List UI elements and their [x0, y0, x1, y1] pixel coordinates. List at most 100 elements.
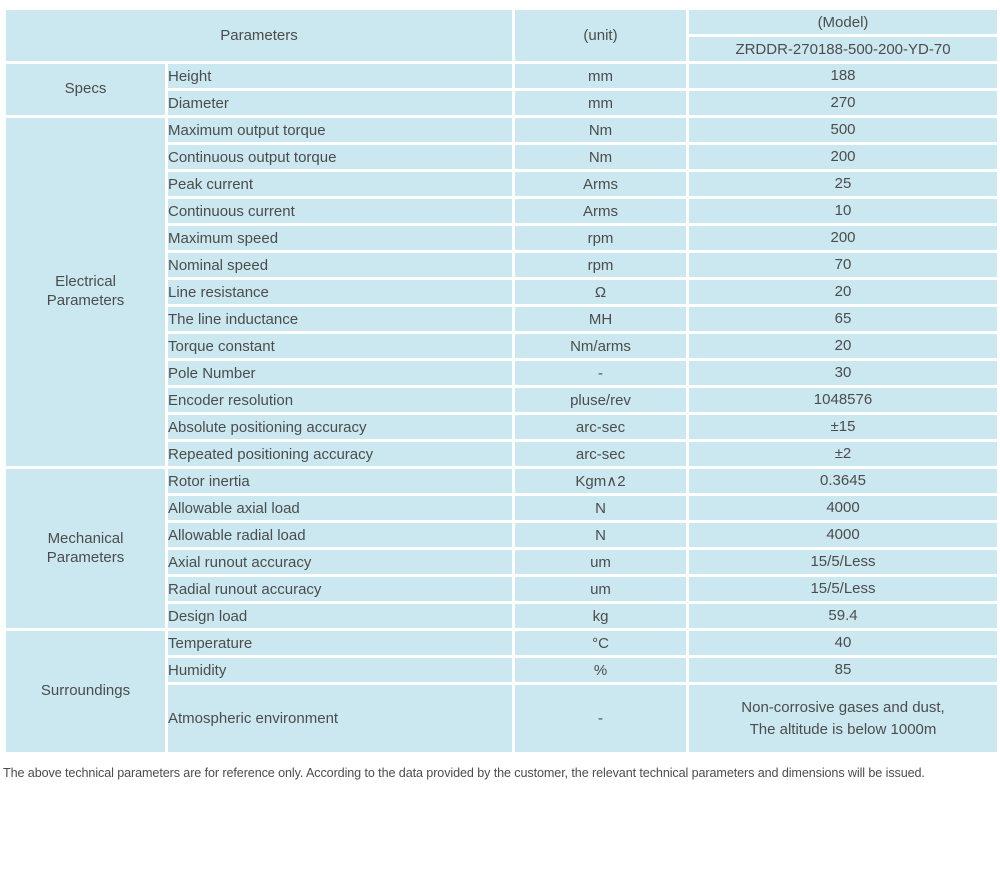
parameter-value: 59.4 [686, 601, 1000, 631]
parameter-value: 30 [686, 358, 1000, 388]
table-body: Specs Height mm 188 Diameter mm 270 Elec… [3, 61, 1000, 755]
parameter-unit: Kgm∧2 [512, 466, 689, 496]
table-row: Axial runout accuracy um 15/5/Less [5, 547, 1000, 577]
parameter-name: Allowable axial load [165, 493, 515, 523]
parameter-name: Radial runout accuracy [165, 574, 515, 604]
table-row: Absolute positioning accuracy arc-sec ±1… [5, 412, 1000, 442]
parameter-unit: °C [512, 628, 689, 658]
parameter-name: Continuous current [165, 196, 515, 226]
parameter-name: Nominal speed [165, 250, 515, 280]
section-label-mechanical: Mechanical Parameters [3, 466, 168, 631]
parameter-unit: pluse/rev [512, 385, 689, 415]
table-row: Peak current Arms 25 [5, 169, 1000, 199]
parameter-value: 188 [686, 61, 1000, 91]
parameter-name: Repeated positioning accuracy [165, 439, 515, 469]
parameter-unit: % [512, 655, 689, 685]
parameter-name: Temperature [165, 628, 515, 658]
table-row: Allowable axial load N 4000 [5, 493, 1000, 523]
parameter-value: 1048576 [686, 385, 1000, 415]
parameter-unit: Ω [512, 277, 689, 307]
parameter-name: Encoder resolution [165, 385, 515, 415]
parameter-name: Line resistance [165, 277, 515, 307]
model-header: (Model) [686, 7, 1000, 37]
parameter-name: Atmospheric environment [165, 682, 515, 755]
parameter-unit: Arms [512, 196, 689, 226]
parameter-value: 40 [686, 628, 1000, 658]
header-row-1: Parameters (unit) (Model) [3, 7, 1000, 64]
table-row: Encoder resolution pluse/rev 1048576 [5, 385, 1000, 415]
table-row: Design load kg 59.4 [5, 601, 1000, 631]
table-row: Humidity % 85 [5, 655, 1000, 685]
parameter-unit: arc-sec [512, 412, 689, 442]
parameter-value: 15/5/Less [686, 547, 1000, 577]
section-label-specs: Specs [3, 61, 168, 118]
parameter-unit: Nm/arms [512, 331, 689, 361]
parameter-value: 15/5/Less [686, 574, 1000, 604]
parameter-name: Humidity [165, 655, 515, 685]
parameter-unit: N [512, 520, 689, 550]
table-row: Surroundings Temperature °C 40 [3, 628, 1000, 755]
page: Parameters (unit) (Model) ZRDDR-270188-5… [3, 7, 1000, 780]
table-row: Electrical Parameters Maximum output tor… [3, 115, 1000, 469]
parameter-name: The line inductance [165, 304, 515, 334]
parameter-name: Torque constant [165, 331, 515, 361]
parameter-name: Design load [165, 601, 515, 631]
table-row: Atmospheric environment - Non-corrosive … [5, 682, 1000, 755]
parameter-value: 500 [686, 115, 1000, 145]
header-row-2: ZRDDR-270188-500-200-YD-70 [5, 34, 1000, 64]
unit-header: (unit) [512, 7, 689, 64]
parameter-name: Peak current [165, 169, 515, 199]
parameter-unit: kg [512, 601, 689, 631]
parameter-value: ±15 [686, 412, 1000, 442]
parameter-unit: - [512, 682, 689, 755]
parameter-name: Height [165, 61, 515, 91]
parameter-value: 20 [686, 331, 1000, 361]
table-row: Continuous current Arms 10 [5, 196, 1000, 226]
parameter-value: 20 [686, 277, 1000, 307]
section-label-surroundings: Surroundings [3, 628, 168, 755]
parameter-unit: Arms [512, 169, 689, 199]
parameter-name: Pole Number [165, 358, 515, 388]
table-row: Continuous output torque Nm 200 [5, 142, 1000, 172]
parameter-name: Maximum output torque [165, 115, 515, 145]
table-row: Pole Number - 30 [5, 358, 1000, 388]
parameter-unit: N [512, 493, 689, 523]
parameter-value: 85 [686, 655, 1000, 685]
parameter-unit: mm [512, 88, 689, 118]
parameter-unit: rpm [512, 223, 689, 253]
parameter-value: 65 [686, 304, 1000, 334]
table-row: Repeated positioning accuracy arc-sec ±2 [5, 439, 1000, 469]
model-number: ZRDDR-270188-500-200-YD-70 [686, 34, 1000, 64]
parameter-name: Maximum speed [165, 223, 515, 253]
parameter-name: Allowable radial load [165, 520, 515, 550]
parameter-name: Continuous output torque [165, 142, 515, 172]
spec-table: Parameters (unit) (Model) ZRDDR-270188-5… [3, 7, 1000, 755]
parameter-value: 200 [686, 142, 1000, 172]
parameter-unit: um [512, 574, 689, 604]
table-row: Specs Height mm 188 [3, 61, 1000, 118]
table-row: The line inductance MH 65 [5, 304, 1000, 334]
table-header: Parameters (unit) (Model) ZRDDR-270188-5… [3, 7, 1000, 64]
parameter-value: 4000 [686, 493, 1000, 523]
table-row: Line resistance Ω 20 [5, 277, 1000, 307]
parameter-name: Diameter [165, 88, 515, 118]
parameters-header: Parameters [3, 7, 515, 64]
parameter-unit: MH [512, 304, 689, 334]
parameter-unit: mm [512, 61, 689, 91]
section-label-electrical: Electrical Parameters [3, 115, 168, 469]
table-row: Diameter mm 270 [5, 88, 1000, 118]
table-row: Allowable radial load N 4000 [5, 520, 1000, 550]
parameter-value: 70 [686, 250, 1000, 280]
table-row: Mechanical Parameters Rotor inertia Kgm∧… [3, 466, 1000, 631]
table-row: Nominal speed rpm 70 [5, 250, 1000, 280]
parameter-value: ±2 [686, 439, 1000, 469]
parameter-unit: rpm [512, 250, 689, 280]
parameter-name: Axial runout accuracy [165, 547, 515, 577]
parameter-unit: um [512, 547, 689, 577]
table-row: Radial runout accuracy um 15/5/Less [5, 574, 1000, 604]
parameter-name: Rotor inertia [165, 466, 515, 496]
parameter-value: 200 [686, 223, 1000, 253]
parameter-unit: Nm [512, 115, 689, 145]
parameter-value: 25 [686, 169, 1000, 199]
parameter-name: Absolute positioning accuracy [165, 412, 515, 442]
